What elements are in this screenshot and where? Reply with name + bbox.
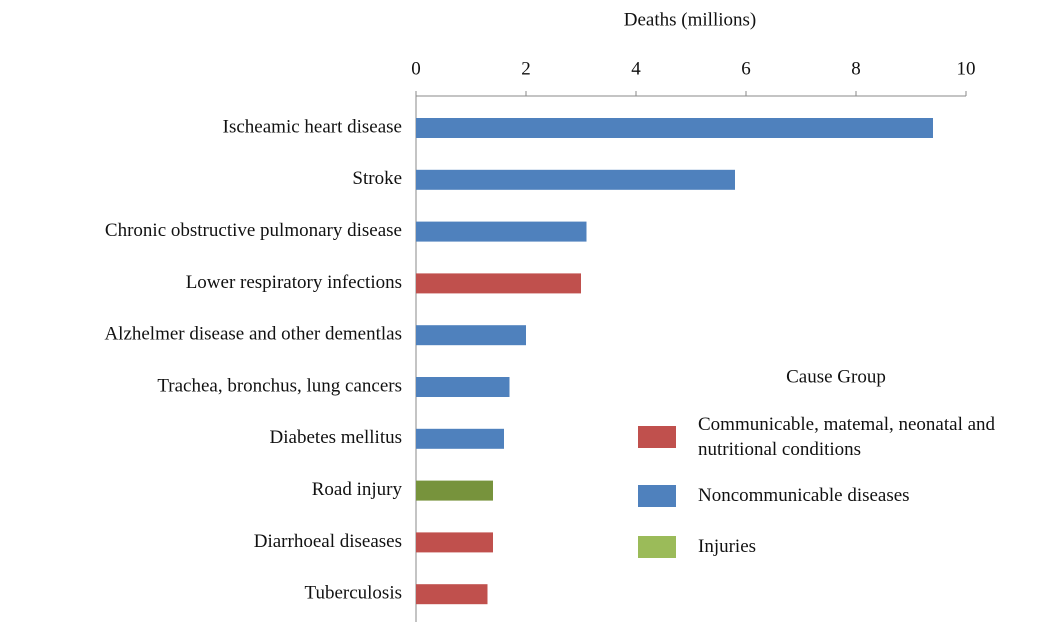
x-tick-label: 0	[411, 58, 421, 79]
bar	[416, 221, 587, 242]
bar	[416, 428, 504, 449]
legend-label: Communicable, matemal, neonatal and nutr…	[698, 414, 996, 460]
x-tick-label: 4	[631, 58, 641, 79]
legend-item: Noncommunicable diseases	[638, 483, 1038, 508]
y-tick-label: Alzhelmer disease and other dementlas	[104, 324, 402, 345]
bar	[416, 532, 493, 553]
y-tick-label: Diarrhoeal diseases	[254, 531, 402, 552]
legend-label: Noncommunicable diseases	[698, 485, 910, 506]
x-tick-label: 8	[851, 58, 861, 79]
bar	[416, 118, 933, 138]
legend-swatch	[638, 426, 676, 448]
axis-title: Deaths (millions)	[624, 9, 756, 30]
x-tick-label: 10	[957, 58, 976, 79]
y-tick-label: Lower respiratory infections	[186, 272, 402, 293]
bar	[416, 480, 493, 501]
y-tick-label: Ischeamic heart disease	[223, 116, 402, 137]
y-tick-label: Tuberculosis	[305, 583, 402, 604]
legend-swatch	[638, 484, 676, 507]
x-tick-label: 2	[521, 58, 531, 79]
y-tick-label: Chronic obstructive pulmonary disease	[105, 220, 402, 241]
legend-swatch	[638, 535, 676, 558]
legend-item: Communicable, matemal, neonatal and nutr…	[638, 412, 1018, 462]
legend-label: Injuries	[698, 536, 757, 557]
x-tick-label: 6	[741, 58, 751, 79]
legend-title: Cause Group	[786, 366, 886, 387]
y-tick-label: Stroke	[352, 168, 402, 189]
bar	[416, 273, 581, 294]
bar	[416, 325, 526, 346]
legend-item: Injuries	[638, 534, 1038, 559]
y-tick-label: Diabetes mellitus	[270, 427, 402, 448]
y-tick-label: Trachea, bronchus, lung cancers	[157, 375, 402, 396]
y-tick-label: Road injury	[312, 479, 403, 500]
bar	[416, 169, 735, 190]
bar	[416, 584, 488, 605]
bar	[416, 377, 510, 397]
